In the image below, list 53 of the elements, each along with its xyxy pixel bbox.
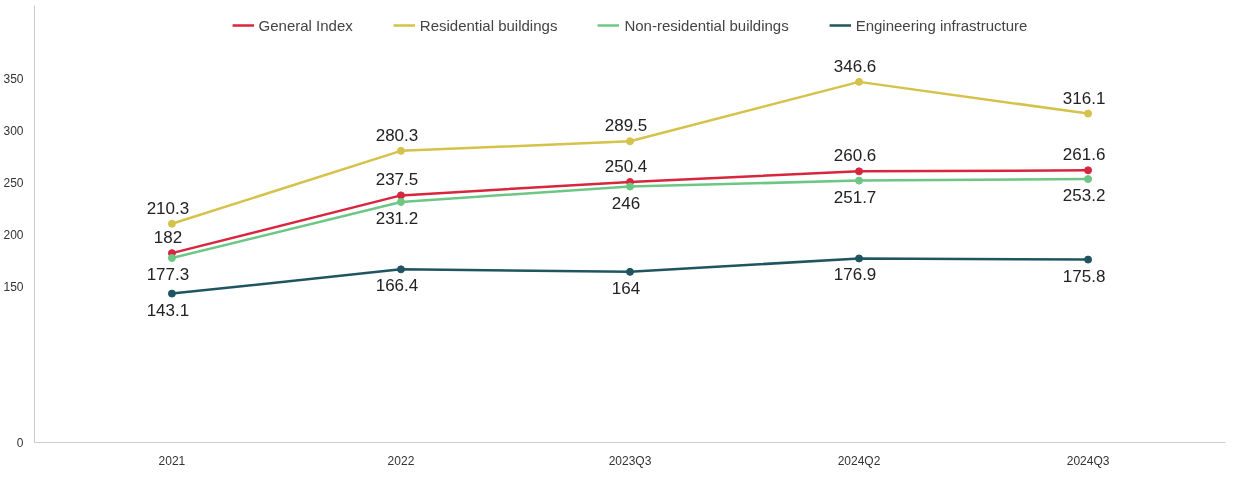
data-label: 143.1 bbox=[146, 300, 190, 320]
point bbox=[855, 167, 864, 176]
data-label: 182 bbox=[153, 228, 183, 248]
data-label: 260.6 bbox=[833, 146, 877, 166]
point bbox=[396, 197, 405, 206]
y-tick-label: 150 bbox=[3, 279, 24, 294]
data-label: 346.6 bbox=[833, 56, 877, 76]
point bbox=[1084, 175, 1093, 184]
data-label: 164 bbox=[611, 278, 641, 298]
point bbox=[396, 146, 405, 155]
point bbox=[855, 254, 864, 263]
point bbox=[626, 182, 634, 191]
data-label: 250.4 bbox=[604, 156, 648, 176]
data-label: 166.4 bbox=[375, 276, 419, 296]
y-tick-label: 0 bbox=[16, 436, 24, 450]
y-tick-label: 200 bbox=[3, 227, 24, 242]
x-tick-label: 2023Q3 bbox=[608, 453, 652, 468]
point bbox=[1084, 109, 1093, 118]
point bbox=[396, 191, 405, 200]
legend-label: Engineering infrastructure bbox=[855, 16, 1028, 34]
y-tick-label: 350 bbox=[3, 71, 24, 86]
data-label: 316.1 bbox=[1062, 88, 1106, 108]
point bbox=[167, 254, 176, 263]
data-label: 261.6 bbox=[1062, 145, 1106, 165]
x-tick-label: 2024Q2 bbox=[837, 453, 881, 468]
x-tick-label: 2022 bbox=[387, 453, 415, 468]
point bbox=[855, 77, 864, 86]
data-label: 289.5 bbox=[604, 116, 648, 136]
x-tick-label: 2021 bbox=[158, 453, 186, 468]
point bbox=[626, 137, 634, 146]
data-label: 251.7 bbox=[833, 187, 877, 207]
point bbox=[855, 176, 864, 185]
legend-label: General Index bbox=[258, 16, 353, 34]
y-tick-label: 250 bbox=[3, 175, 24, 190]
point bbox=[1084, 166, 1093, 175]
data-label: 177.3 bbox=[146, 265, 190, 285]
data-label: 237.5 bbox=[375, 170, 419, 190]
x-tick-label: 2024Q3 bbox=[1066, 453, 1110, 468]
data-label: 231.2 bbox=[375, 208, 419, 228]
data-label: 253.2 bbox=[1062, 186, 1106, 206]
point bbox=[167, 219, 176, 228]
legend-label: Non-residential buildings bbox=[624, 16, 789, 34]
point bbox=[1084, 255, 1093, 264]
data-label: 210.3 bbox=[146, 198, 190, 218]
point bbox=[396, 265, 405, 274]
point bbox=[626, 267, 634, 276]
point bbox=[167, 289, 176, 298]
y-tick-label: 300 bbox=[3, 123, 24, 138]
legend-label: Residential buildings bbox=[419, 16, 558, 34]
data-label: 280.3 bbox=[375, 125, 419, 145]
data-label: 176.9 bbox=[833, 265, 877, 285]
data-label: 246 bbox=[611, 193, 641, 213]
data-label: 175.8 bbox=[1062, 266, 1106, 286]
